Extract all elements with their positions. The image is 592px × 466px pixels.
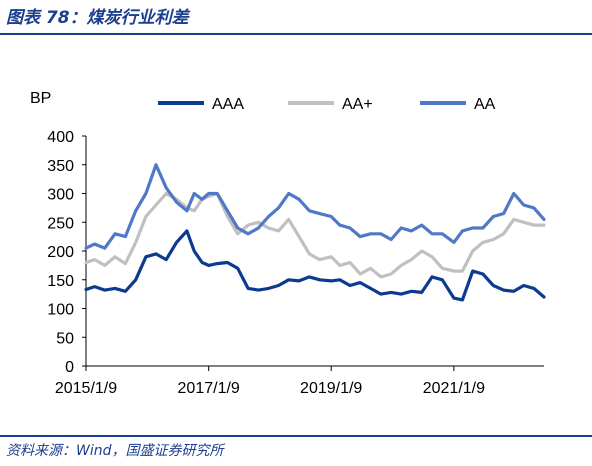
x-tick-label: 2015/1/9	[55, 380, 117, 397]
title-divider	[0, 33, 592, 35]
y-tick-label: 100	[47, 302, 74, 319]
y-tick-label: 400	[47, 129, 74, 146]
legend-label: AAA	[212, 96, 244, 113]
figure-source: 资料来源：Wind，国盛证券研究所	[6, 443, 224, 459]
series-lines	[84, 163, 546, 302]
y-tick-label: 350	[47, 158, 74, 175]
y-tick-label: 0	[65, 359, 74, 376]
figure-title: 图表 78：煤炭行业利差	[6, 8, 189, 28]
x-tick-label: 2017/1/9	[178, 380, 240, 397]
legend: AAA AA+ AA	[158, 96, 496, 113]
axes: 0 50 100 150 200 250 300 350 400 2015/1/9 2017/1/9…	[47, 129, 544, 397]
legend-label: AA+	[342, 96, 373, 113]
series-line-aaa	[84, 229, 546, 302]
y-axis-label: BP	[30, 90, 51, 107]
x-tick-label: 2019/1/9	[300, 380, 362, 397]
series-line-aa-plus	[84, 191, 546, 279]
y-tick-label: 50	[56, 330, 74, 347]
y-tick-label: 200	[47, 244, 74, 261]
source-divider	[0, 435, 592, 437]
legend-label: AA	[474, 96, 496, 113]
y-tick-label: 300	[47, 187, 74, 204]
series-line-aa	[84, 163, 546, 250]
y-tick-label: 250	[47, 215, 74, 232]
x-tick-label: 2021/1/9	[423, 380, 485, 397]
y-tick-label: 150	[47, 273, 74, 290]
